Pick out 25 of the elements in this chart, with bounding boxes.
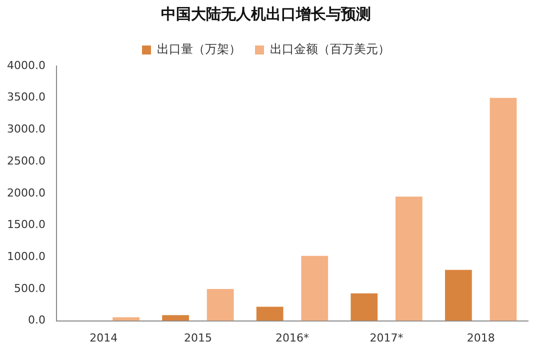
y-tick-label: 3000.0 bbox=[6, 122, 46, 136]
bar bbox=[350, 293, 378, 321]
x-tick-label: 2018 bbox=[466, 331, 495, 344]
x-tick-label: 2014 bbox=[90, 331, 118, 344]
y-tick-label: 1000.0 bbox=[6, 250, 46, 263]
bar bbox=[396, 196, 422, 321]
x-tick-label: 2016* bbox=[275, 331, 310, 344]
bar bbox=[256, 306, 284, 321]
x-tick-label: 2017* bbox=[370, 331, 404, 344]
y-tick-label: 2000.0 bbox=[6, 186, 46, 200]
chart-title: 中国大陆无人机出口增长与预测 bbox=[161, 4, 371, 23]
y-tick-label: 0.0 bbox=[28, 314, 46, 327]
x-tick-label: 2015 bbox=[184, 331, 212, 344]
legend-label: 出口量（万架） bbox=[157, 42, 241, 56]
legend-label: 出口金额（百万美元） bbox=[270, 42, 390, 56]
y-tick-label: 3500.0 bbox=[6, 90, 46, 104]
y-tick-label: 500.0 bbox=[14, 282, 46, 295]
bar bbox=[206, 288, 234, 321]
y-tick-label: 1500.0 bbox=[6, 218, 46, 232]
y-tick-label: 4000.0 bbox=[6, 58, 46, 72]
bar bbox=[490, 98, 517, 321]
bar bbox=[301, 256, 328, 321]
bar bbox=[445, 270, 472, 321]
y-tick-label: 2500.0 bbox=[6, 154, 46, 168]
bar bbox=[162, 315, 189, 321]
